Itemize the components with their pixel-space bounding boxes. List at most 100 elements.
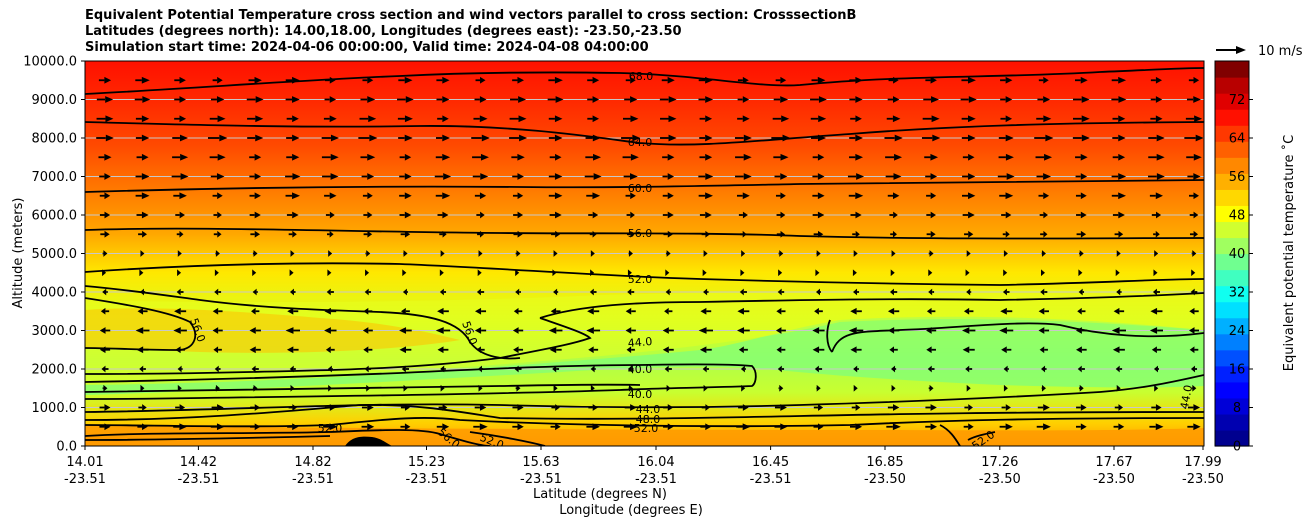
wind-vector <box>590 384 595 392</box>
wind-vector <box>662 346 674 354</box>
wind-vector <box>136 153 149 161</box>
wind-vector <box>252 384 258 392</box>
wind-vector <box>513 346 524 354</box>
wind-vector <box>965 365 973 373</box>
y-tick-label: 1000.0 <box>32 401 78 416</box>
wind-vector <box>137 423 148 431</box>
plot-field: 68.064.060.056.052.044.040.040.044.048.0… <box>85 61 1204 446</box>
contour-56-left <box>85 297 197 351</box>
wind-vector <box>1035 153 1053 161</box>
wind-vector <box>365 269 370 277</box>
wind-vector <box>476 211 485 219</box>
wind-vector <box>624 404 637 411</box>
contour-40-upper <box>85 363 757 400</box>
colorbar-step <box>1215 269 1249 287</box>
x-tick-label-lat: 15.63 <box>522 455 559 470</box>
wind-vector <box>135 115 150 123</box>
wind-vector <box>1191 384 1197 392</box>
wind-vector <box>174 307 187 315</box>
wind-vector <box>548 115 563 123</box>
wind-vector <box>401 365 409 373</box>
wind-vector <box>886 423 901 431</box>
wind-vector <box>215 250 220 257</box>
wind-vector <box>665 269 670 277</box>
colorbar-step <box>1215 141 1249 158</box>
wind-vector <box>661 76 675 84</box>
wind-vector <box>176 230 184 238</box>
wind-vector <box>887 404 900 411</box>
wind-vector <box>512 192 524 200</box>
wind-vector <box>1116 250 1121 257</box>
colorbar-step <box>1215 93 1249 110</box>
wind-vector <box>777 365 785 373</box>
contour-56-surface <box>85 435 331 441</box>
wind-vector <box>626 211 635 219</box>
wind-vector <box>926 192 937 200</box>
wind-vector <box>139 365 146 373</box>
wind-vector <box>735 153 752 161</box>
x-tick-label-lon: -23.51 <box>635 472 677 487</box>
wind-vector <box>399 327 412 334</box>
wind-vector <box>889 346 898 354</box>
wind-vector <box>703 384 708 392</box>
wind-vector <box>622 115 639 123</box>
wind-vector <box>662 211 674 219</box>
wind-vector <box>776 346 786 354</box>
wind-vector <box>736 192 750 200</box>
wind-vector <box>1039 346 1048 354</box>
contour-label: 40.0 <box>628 363 653 377</box>
wind-vector <box>96 96 114 103</box>
quiver-key-arrow-head <box>1236 46 1246 54</box>
colorbar-step <box>1215 61 1249 78</box>
wind-vector <box>1112 153 1126 161</box>
contour-52-left <box>85 285 521 360</box>
wind-vector <box>1111 76 1127 84</box>
wind-vector <box>997 173 1015 180</box>
wind-vector <box>512 76 525 84</box>
wind-vector <box>552 269 557 277</box>
wind-vector <box>1075 153 1088 161</box>
wind-vector <box>1002 288 1010 296</box>
y-tick-label: 9000.0 <box>32 93 78 108</box>
x-tick-label-lat: 17.99 <box>1184 455 1221 470</box>
wind-vector <box>399 346 412 354</box>
wind-vector <box>472 173 489 180</box>
contour-60 <box>85 179 1204 193</box>
wind-vector <box>1116 384 1121 392</box>
wind-vector <box>400 307 410 315</box>
wind-vector <box>290 250 295 257</box>
wind-vector <box>139 288 146 296</box>
wind-vector <box>288 230 297 238</box>
wind-vector <box>137 307 148 315</box>
wind-vector <box>588 211 599 219</box>
colorbar-tick-label: 40 <box>1229 247 1246 262</box>
wind-vector <box>474 307 487 315</box>
wind-vector <box>1075 192 1087 200</box>
wind-vector <box>247 115 264 123</box>
wind-vector <box>476 288 485 296</box>
wind-vector <box>553 250 558 257</box>
x-tick-label-lon: -23.51 <box>520 472 562 487</box>
wind-vector <box>251 307 260 315</box>
wind-vector <box>1074 76 1088 84</box>
wind-vector <box>364 288 372 296</box>
x-tick-label-lon: -23.50 <box>1093 472 1135 487</box>
wind-vector <box>926 211 936 219</box>
wind-vector <box>439 230 447 238</box>
x-tick-label-lon: -23.50 <box>864 472 906 487</box>
contour-label: 48.0 <box>636 413 661 426</box>
wind-vector <box>853 365 859 373</box>
wind-vector <box>965 269 970 277</box>
wind-vector <box>139 269 144 277</box>
wind-vector <box>286 346 299 354</box>
wind-vector <box>960 96 977 103</box>
wind-vector <box>774 423 788 431</box>
wind-vector <box>1114 404 1124 411</box>
wind-vector <box>814 365 823 373</box>
wind-vector <box>548 134 563 142</box>
wind-vector <box>288 404 297 411</box>
wind-vector <box>1151 346 1162 354</box>
wind-vector <box>815 269 820 277</box>
colorbar-step <box>1215 333 1249 351</box>
wind-vector <box>622 153 639 161</box>
